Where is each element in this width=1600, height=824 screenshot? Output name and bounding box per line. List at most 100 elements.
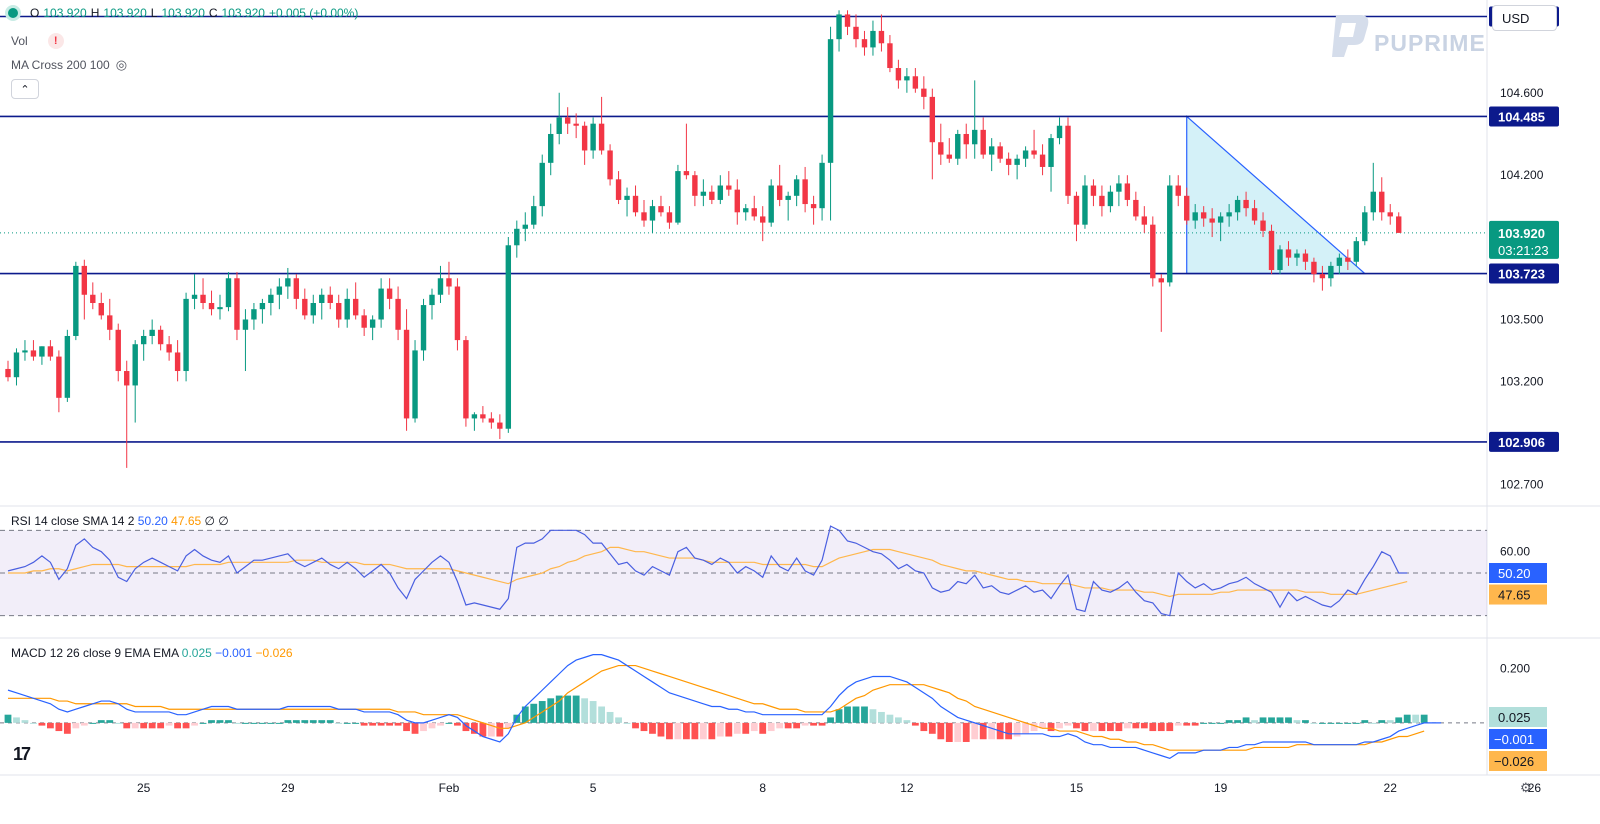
- macd-histogram-bar: [216, 720, 224, 723]
- rsi-sma-legend-value: 47.65: [171, 514, 202, 528]
- candle-body: [615, 179, 622, 200]
- candle-body: [709, 191, 715, 200]
- macd-histogram-bar: [174, 722, 181, 729]
- candle-body: [649, 206, 656, 221]
- candle-body: [39, 346, 45, 357]
- candle-body: [420, 305, 427, 351]
- macd-histogram-bar: [80, 722, 88, 726]
- candle-body: [734, 189, 740, 213]
- macd-histogram-bar: [1022, 722, 1029, 734]
- candle-body: [861, 39, 868, 48]
- macd-params: 12 26 close 9 EMA EMA: [49, 646, 179, 660]
- macd-histogram-bar: [733, 722, 741, 734]
- macd-histogram-bar: [360, 722, 368, 726]
- macd-histogram-bar: [13, 717, 20, 723]
- macd-histogram-bar: [725, 722, 733, 737]
- candle-body: [573, 123, 579, 126]
- macd-histogram-bar: [1098, 722, 1106, 732]
- macd-histogram-bar: [1200, 722, 1208, 724]
- macd-histogram-bar: [1369, 722, 1377, 724]
- candle-body: [166, 344, 172, 353]
- candle-body: [827, 39, 834, 163]
- candle-body: [1150, 224, 1156, 279]
- warning-icon[interactable]: !: [47, 33, 64, 49]
- rsi-legend[interactable]: RSI 14 close SMA 14 2 50.20 47.65 ∅ ∅: [11, 514, 229, 528]
- macd-histogram-bar: [810, 722, 817, 726]
- macd-histogram-bar: [513, 714, 521, 723]
- macd-histogram-bar: [937, 722, 945, 740]
- macd-histogram-bar: [1352, 722, 1360, 724]
- candle-body: [1328, 265, 1334, 279]
- hidden-eye-icon[interactable]: ◎: [115, 57, 128, 72]
- candle-body: [743, 208, 749, 213]
- currency-select[interactable]: USD: [1492, 5, 1557, 31]
- tradingview-logo-icon[interactable]: 17: [13, 744, 31, 764]
- macd-histogram-bar: [971, 722, 979, 740]
- candle-body: [692, 175, 698, 196]
- macd-name: MACD: [11, 646, 47, 660]
- brand-mark-icon: [1332, 15, 1369, 57]
- macd-histogram-bar: [649, 722, 656, 734]
- macd-histogram-bar: [801, 722, 809, 726]
- candle-body: [1065, 125, 1071, 196]
- candle-body: [531, 206, 537, 225]
- macd-hist-legend-value: 0.025: [181, 646, 212, 660]
- candle-body: [352, 298, 359, 316]
- macd-histogram-bar: [208, 720, 215, 723]
- macd-histogram-bar: [1073, 722, 1080, 729]
- candle-body: [963, 133, 969, 145]
- vol-legend[interactable]: Vol !: [11, 33, 64, 49]
- price-tick-label: 104.600: [1500, 86, 1544, 100]
- macd-histogram-bar: [284, 720, 292, 723]
- candle-body: [1260, 220, 1266, 231]
- vol-label: Vol: [11, 34, 28, 48]
- macd-histogram-bar: [1234, 720, 1241, 723]
- candle-body: [1158, 278, 1164, 283]
- macd-histogram-bar: [267, 722, 275, 724]
- macd-histogram-bar: [589, 701, 597, 723]
- ma-cross-legend[interactable]: MA Cross 200 100 ◎: [11, 57, 127, 73]
- time-axis-label: 8: [759, 781, 766, 795]
- rsi-legend-value: 50.20: [137, 514, 168, 528]
- gear-icon[interactable]: ⚙: [1520, 780, 1532, 795]
- candle-body: [259, 303, 266, 310]
- macd-histogram-bar: [564, 695, 572, 723]
- macd-histogram-bar: [182, 722, 190, 729]
- macd-histogram-bar: [895, 717, 902, 723]
- candle-body: [895, 68, 902, 81]
- macd-histogram-bar: [72, 722, 80, 729]
- macd-histogram-bar: [1310, 722, 1318, 724]
- candle-body: [81, 265, 88, 295]
- candle-body: [234, 278, 240, 330]
- candle-body: [1353, 241, 1360, 262]
- candle-body: [700, 191, 707, 196]
- macd-histogram-bar: [1251, 720, 1258, 723]
- macd-histogram-bar: [920, 722, 928, 732]
- brand-name: PUPRIME: [1374, 29, 1486, 56]
- low-value: 103.920: [161, 6, 205, 20]
- macd-histogram-bar: [233, 722, 241, 724]
- candle-body: [522, 224, 528, 229]
- candle-body: [22, 350, 28, 353]
- candle-body: [844, 14, 851, 27]
- candle-body: [157, 329, 164, 345]
- change-value: +0.005 (+0.00%): [268, 6, 359, 20]
- macd-histogram-bar: [742, 722, 750, 734]
- candle-body: [1277, 249, 1283, 271]
- macd-histogram-bar: [1302, 720, 1309, 723]
- candle-body: [115, 329, 121, 372]
- candle-body: [1014, 158, 1020, 165]
- candle-body: [471, 414, 478, 419]
- candle-body: [386, 288, 393, 299]
- macd-histogram-bar: [63, 722, 71, 734]
- macd-histogram-bar: [377, 722, 385, 726]
- candle-body: [395, 298, 401, 330]
- macd-histogram-bar: [250, 722, 258, 724]
- macd-tick-label: 0.200: [1500, 661, 1530, 675]
- candle-body: [327, 294, 333, 303]
- macd-legend[interactable]: MACD 12 26 close 9 EMA EMA 0.025 −0.001 …: [11, 646, 293, 660]
- collapse-legend-button[interactable]: ⌃: [11, 79, 39, 99]
- macd-histogram-bar: [1132, 722, 1140, 729]
